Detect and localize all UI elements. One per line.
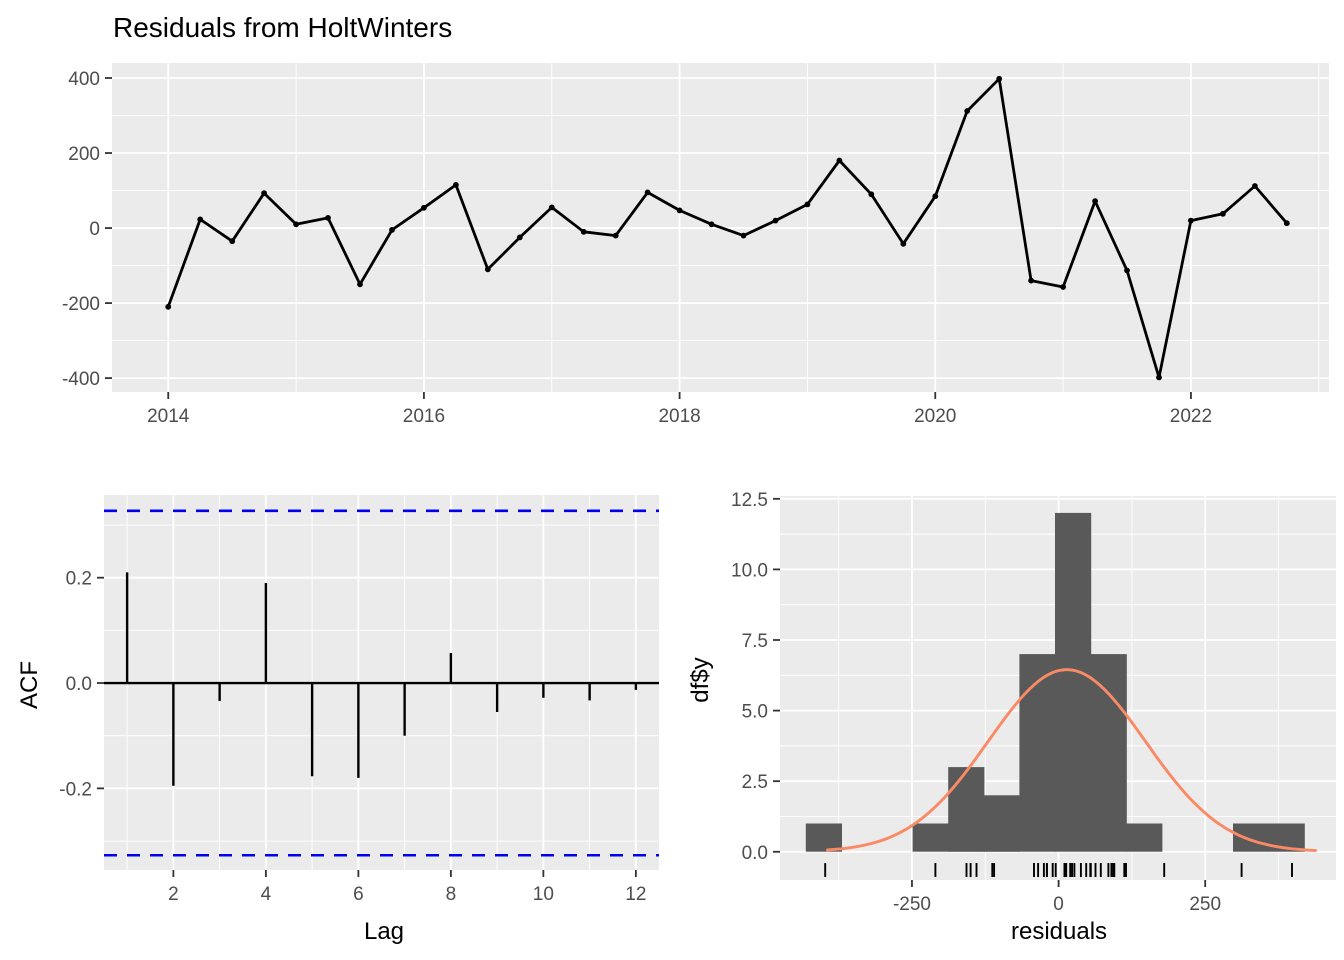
- residual-point: [932, 193, 939, 200]
- residual-point: [1060, 284, 1066, 290]
- residual-point: [868, 191, 875, 198]
- x-tick-label: 2014: [147, 406, 190, 427]
- histogram-bar: [983, 795, 1020, 852]
- residual-point: [676, 207, 683, 214]
- residual-point: [580, 228, 587, 235]
- histogram-bar: [1233, 823, 1270, 852]
- x-tick-label: 2018: [658, 406, 700, 427]
- residual-point: [740, 232, 747, 239]
- x-tick-label: 12: [625, 884, 646, 905]
- residual-point: [293, 221, 299, 228]
- y-tick-label: -200: [62, 294, 100, 315]
- y-tick-label: 0.0: [66, 674, 92, 695]
- acf-x-axis-title: Lag: [363, 918, 405, 945]
- y-tick-label: 7.5: [742, 631, 768, 652]
- y-tick-label: 400: [68, 69, 100, 90]
- histogram-bar: [912, 823, 949, 852]
- x-tick-label: 2: [168, 884, 179, 905]
- x-tick-label: 2020: [914, 406, 956, 427]
- residual-point: [1283, 220, 1290, 227]
- histogram-y-axis-title: df$y: [687, 657, 714, 703]
- histogram-bar: [805, 823, 842, 852]
- normal-curve: [826, 668, 1317, 852]
- residual-point: [389, 227, 395, 233]
- residual-point: [484, 266, 491, 273]
- y-tick-label: 5.0: [742, 702, 768, 723]
- residual-point: [357, 281, 363, 288]
- residual-point: [229, 238, 236, 245]
- residual-point: [197, 216, 204, 223]
- histogram-x-axis-title: residuals: [1010, 918, 1108, 945]
- residual-point: [804, 201, 811, 208]
- y-tick-label: -400: [62, 369, 100, 390]
- residual-point: [1028, 277, 1034, 284]
- x-tick-label: -250: [893, 894, 931, 915]
- residual-point: [836, 157, 843, 164]
- histogram-bar: [1055, 512, 1092, 852]
- x-tick-label: 6: [353, 884, 364, 905]
- y-tick-label: 0: [89, 219, 100, 240]
- x-tick-label: 250: [1189, 894, 1221, 915]
- residuals-time-series-chart: 2014 2016 2018 2020 2022 400 200 0 -200 -400: [0, 0, 1344, 445]
- residual-point: [325, 215, 331, 221]
- residual-point: [1252, 183, 1258, 189]
- residual-point: [421, 204, 427, 211]
- histogram-bar: [1090, 654, 1127, 852]
- y-tick-label: 2.5: [742, 772, 768, 793]
- residual-point: [1156, 374, 1162, 381]
- x-tick-label: 4: [261, 884, 272, 905]
- y-tick-label: 12.5: [731, 490, 768, 511]
- residual-point: [548, 204, 555, 211]
- residual-line: [166, 77, 1288, 379]
- residual-point: [644, 189, 651, 196]
- histogram-bar: [1126, 823, 1163, 852]
- y-tick-label: 0.2: [66, 569, 92, 590]
- x-tick-label: 10: [533, 884, 554, 905]
- residual-point: [165, 303, 172, 310]
- residual-point: [708, 221, 715, 228]
- y-tick-label: 0.0: [742, 843, 768, 864]
- residual-point: [964, 108, 971, 114]
- x-tick-label: 8: [446, 884, 457, 905]
- acf-y-axis-title: ACF: [16, 661, 43, 709]
- y-tick-label: 200: [68, 144, 100, 165]
- residual-point: [453, 182, 459, 188]
- histogram-chart: -250 0 250 0.0 2.5 5.0 7.5 10.0 12.5: [672, 460, 1344, 960]
- y-tick-label: 10.0: [731, 560, 768, 581]
- residual-point: [1092, 198, 1098, 205]
- x-tick-label: 2016: [403, 406, 445, 427]
- residual-point: [1220, 210, 1226, 217]
- residual-point: [1188, 217, 1194, 224]
- y-tick-label: -0.2: [59, 779, 92, 800]
- histogram-bar: [948, 767, 985, 852]
- residual-point: [516, 234, 523, 241]
- x-tick-label: 0: [1053, 894, 1064, 915]
- residual-point: [900, 240, 907, 247]
- histogram-bar: [1019, 654, 1056, 852]
- residual-point: [1124, 267, 1130, 274]
- residual-point: [261, 190, 267, 197]
- plot-title: Residuals from HoltWinters: [113, 12, 453, 43]
- residual-point: [996, 75, 1003, 82]
- residual-point: [612, 232, 619, 239]
- acf-chart: 2 4 6 8 10 12 0.2 0.0 -0.2: [0, 460, 672, 960]
- x-tick-label: 2022: [1170, 406, 1212, 427]
- residual-point: [772, 217, 779, 224]
